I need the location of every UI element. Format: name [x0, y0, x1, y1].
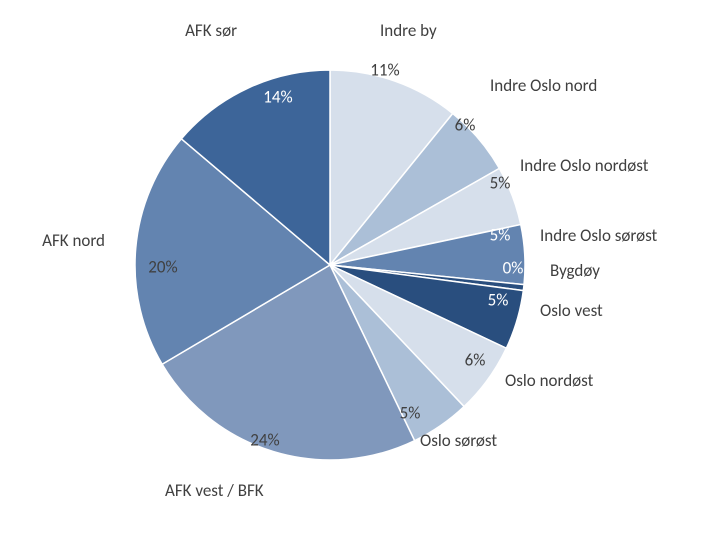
category-label-afk-nord: AFK nord: [42, 230, 105, 251]
category-label-indre-oslo-sorost: Indre Oslo sørøst: [540, 225, 657, 246]
category-label-oslo-vest: Oslo vest: [540, 300, 603, 321]
category-label-indre-oslo-nordost: Indre Oslo nordøst: [520, 155, 648, 176]
pie-chart: [0, 0, 726, 538]
category-label-indre-by: Indre by: [380, 20, 437, 41]
category-label-afk-vest-bfk: AFK vest / BFK: [165, 480, 264, 501]
category-label-bygdoy: Bygdøy: [550, 260, 600, 281]
category-label-oslo-nordost: Oslo nordøst: [505, 370, 593, 391]
category-label-afk-sor: AFK sør: [185, 20, 237, 41]
category-label-indre-oslo-nord: Indre Oslo nord: [490, 75, 597, 96]
category-label-oslo-sorost: Oslo sørøst: [420, 430, 497, 451]
